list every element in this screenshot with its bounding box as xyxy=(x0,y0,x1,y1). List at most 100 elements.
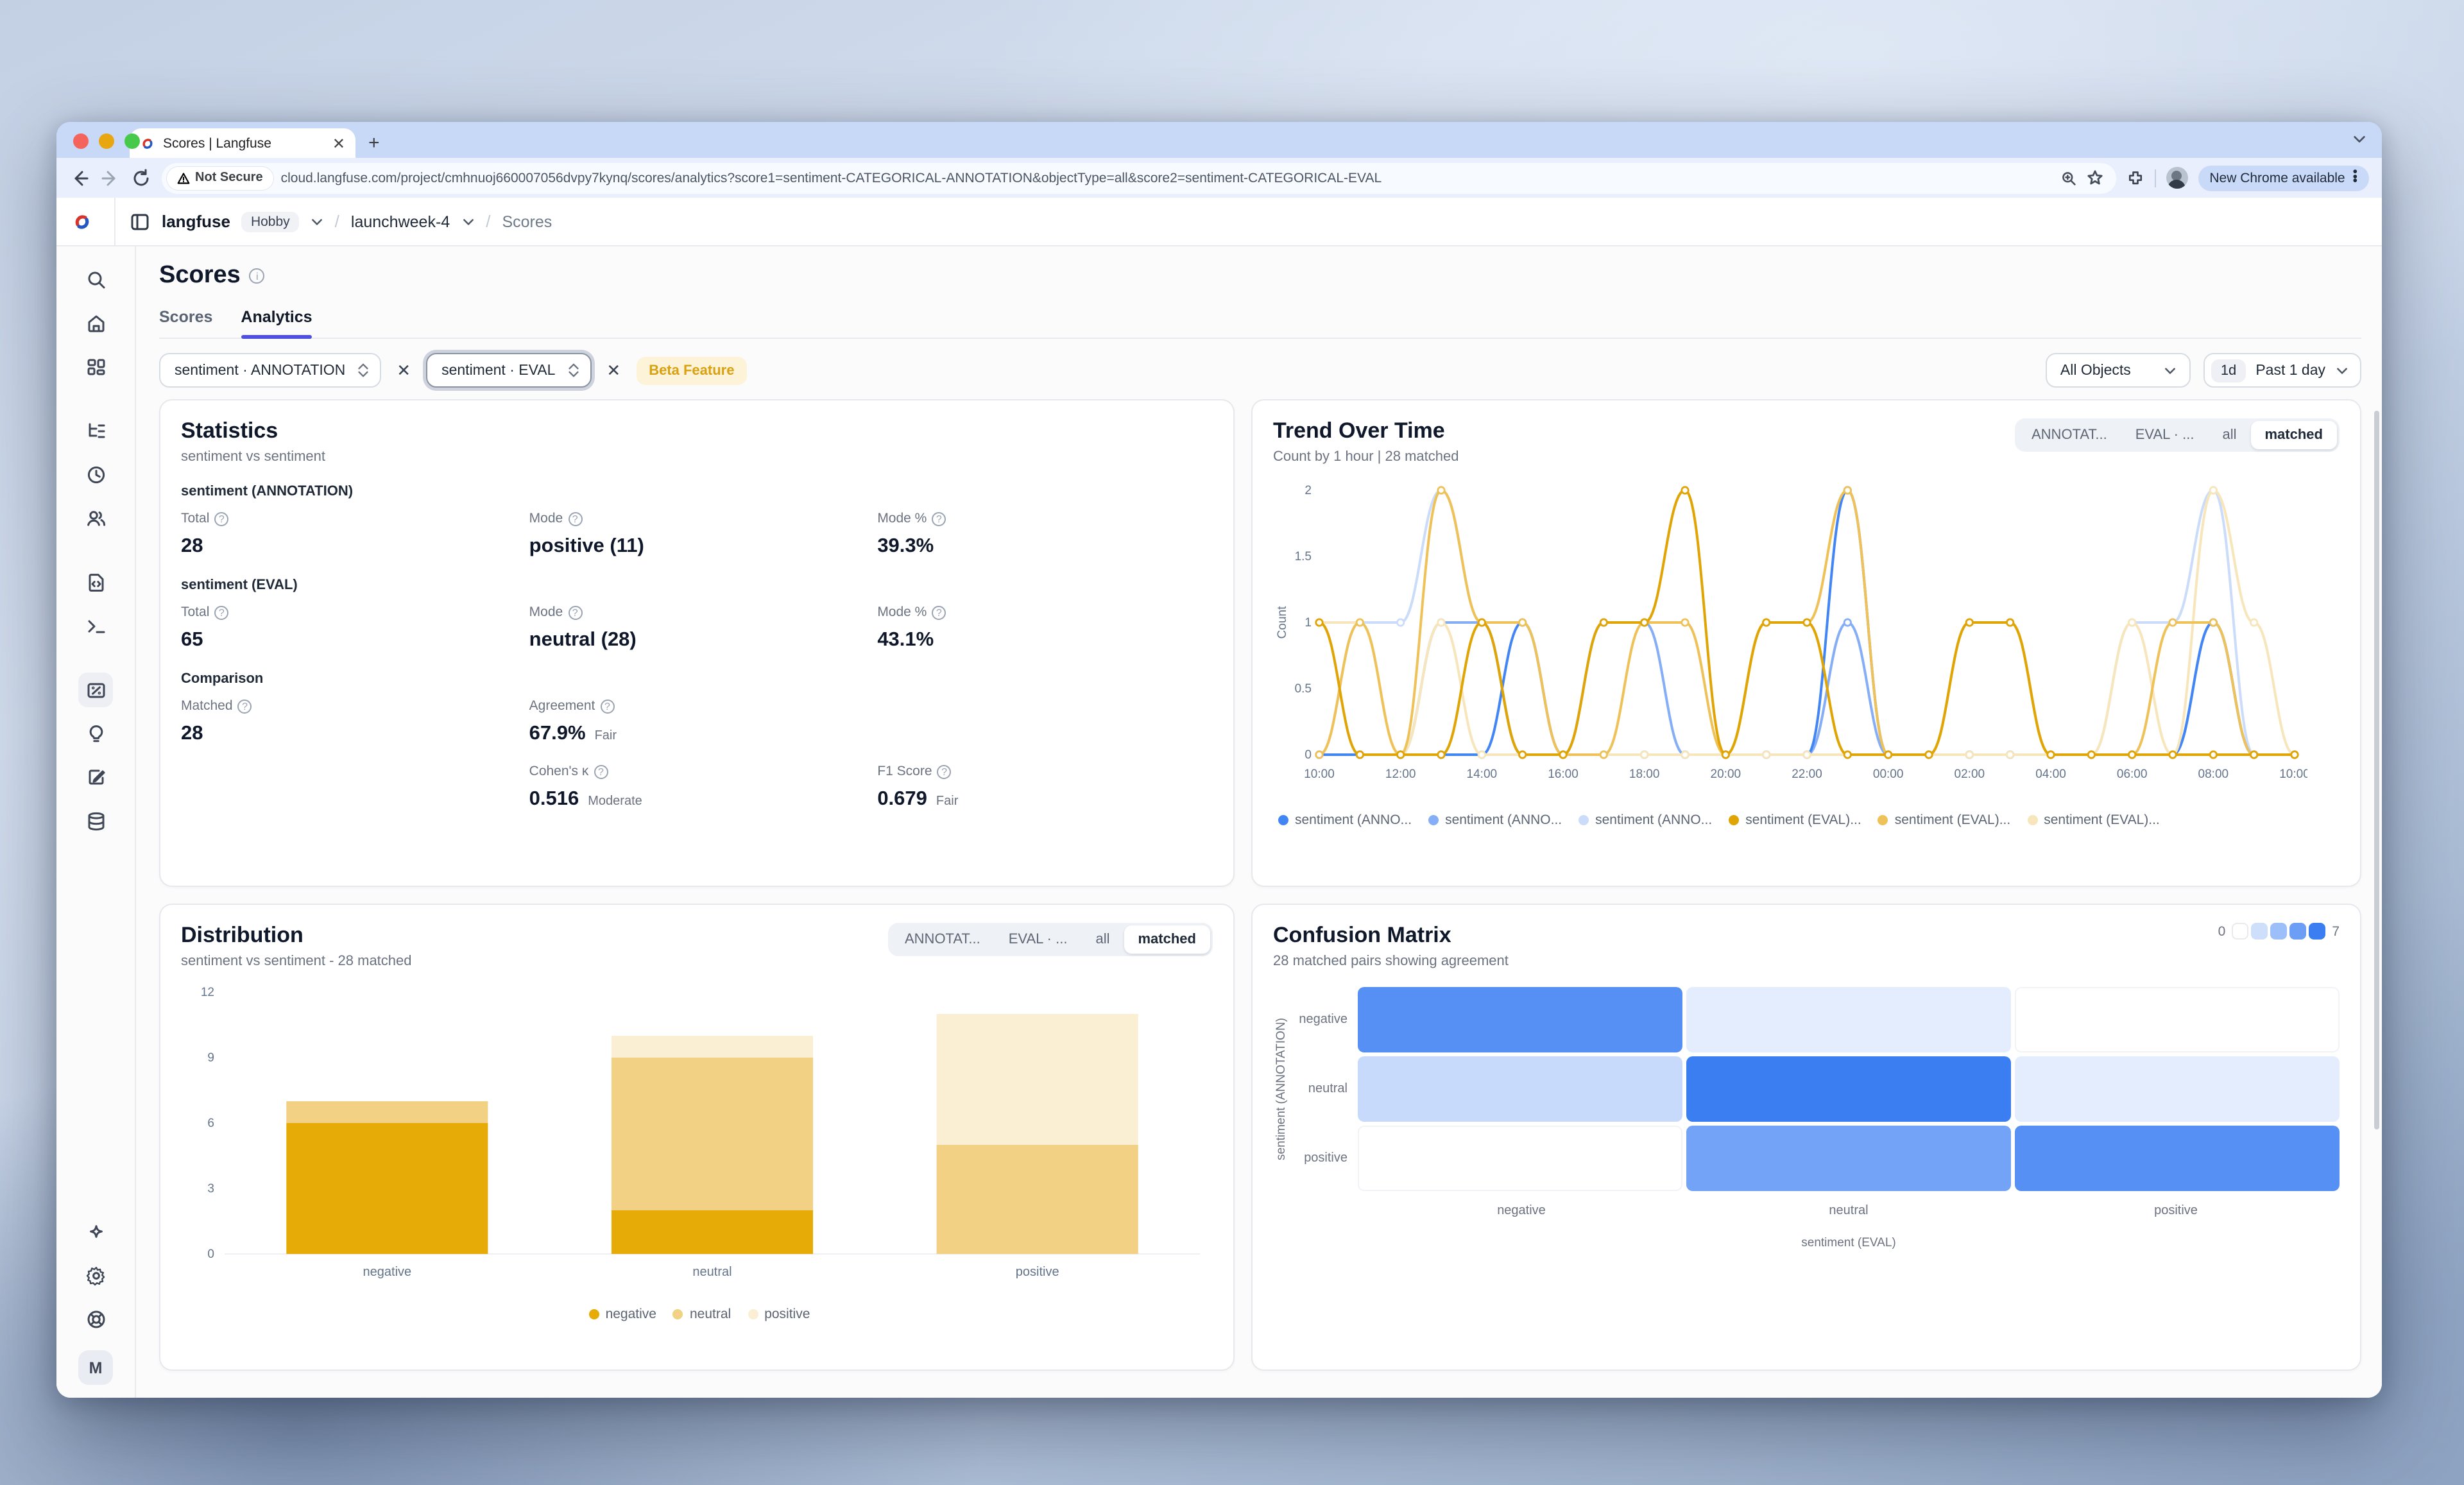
sidebar-item-evaluation[interactable] xyxy=(78,716,113,751)
legend-item[interactable]: positive xyxy=(748,1307,810,1322)
minimize-window-button[interactable] xyxy=(99,133,114,149)
sidebar-item-scores[interactable] xyxy=(78,673,113,707)
sidebar-item-datasets[interactable] xyxy=(78,803,113,838)
matrix-cell[interactable] xyxy=(1358,987,1682,1052)
org-badge[interactable]: Hobby xyxy=(241,211,299,232)
date-range-select[interactable]: 1d Past 1 day xyxy=(2203,353,2361,388)
confusion-xlabel: sentiment (EVAL) xyxy=(1801,1236,1896,1250)
window-controls[interactable] xyxy=(73,133,140,149)
total-label: Total xyxy=(181,605,210,620)
page-scrollbar[interactable] xyxy=(2374,411,2379,1129)
legend-label: sentiment (ANNO... xyxy=(1595,812,1713,828)
distribution-toggle-matched[interactable]: matched xyxy=(1124,925,1210,954)
profile-avatar[interactable] xyxy=(2166,167,2188,189)
svg-text:9: 9 xyxy=(207,1051,214,1065)
agreement-qualifier: Fair xyxy=(594,729,617,743)
close-window-button[interactable] xyxy=(73,133,89,149)
legend-dot xyxy=(2027,815,2038,825)
legend-item[interactable]: sentiment (ANNO... xyxy=(1278,812,1412,828)
scores-icon xyxy=(87,682,105,698)
legend-item[interactable]: sentiment (EVAL)... xyxy=(2027,812,2160,828)
sidebar-item-support[interactable] xyxy=(78,1301,113,1336)
help-icon[interactable]: ? xyxy=(237,699,252,713)
browser-tab[interactable]: Scores | Langfuse ✕ xyxy=(130,128,355,158)
eval-total: 65 xyxy=(181,629,203,651)
score1-remove-button[interactable]: ✕ xyxy=(397,360,411,379)
sidebar-toggle-icon[interactable] xyxy=(130,211,150,232)
site-security-chip[interactable]: Not Secure xyxy=(167,166,273,189)
matrix-cell[interactable] xyxy=(2015,1056,2340,1122)
distribution-toggle-all[interactable]: all xyxy=(1095,932,1110,947)
help-icon[interactable]: ? xyxy=(932,605,946,619)
page-info-icon[interactable]: i xyxy=(249,268,265,284)
legend-item[interactable]: negative xyxy=(588,1307,656,1322)
help-icon[interactable]: ? xyxy=(594,764,608,778)
bookmark-star-icon[interactable] xyxy=(2086,169,2103,186)
legend-item[interactable]: sentiment (EVAL)... xyxy=(1878,812,2010,828)
maximize-window-button[interactable] xyxy=(124,133,140,149)
distribution-toggle-annotation[interactable]: ANNOTAT... xyxy=(905,932,980,947)
legend-item[interactable]: sentiment (EVAL)... xyxy=(1729,812,1861,828)
trend-toggle-annotation[interactable]: ANNOTAT... xyxy=(2032,427,2107,443)
sidebar-item-ask-ai[interactable] xyxy=(78,1214,113,1249)
back-icon[interactable] xyxy=(69,167,90,188)
sidebar-item-home[interactable] xyxy=(78,305,113,340)
matrix-cell[interactable] xyxy=(1686,987,2011,1052)
legend-item[interactable]: sentiment (ANNO... xyxy=(1428,812,1562,828)
search-icon xyxy=(87,271,105,288)
forward-icon[interactable] xyxy=(100,167,121,188)
project-chevron-icon[interactable] xyxy=(461,215,474,228)
annotation-total: 28 xyxy=(181,535,203,557)
tab-close-icon[interactable]: ✕ xyxy=(332,134,345,152)
sidebar-item-sessions[interactable] xyxy=(78,457,113,492)
help-icon[interactable]: ? xyxy=(568,511,583,526)
matrix-cell[interactable] xyxy=(2015,1126,2340,1191)
new-tab-button[interactable]: + xyxy=(368,132,380,154)
mode-pct-label: Mode % xyxy=(877,511,927,526)
tab-search-chevron-icon[interactable] xyxy=(2352,132,2366,146)
address-bar[interactable]: Not Secure cloud.langfuse.com/project/cm… xyxy=(162,162,2116,193)
sidebar-item-tracing[interactable] xyxy=(78,413,113,448)
browser-menu-icon[interactable]: • • • xyxy=(2352,164,2357,189)
sidebar-item-annotation-queues[interactable] xyxy=(78,760,113,794)
trend-toggle-eval[interactable]: EVAL · ... xyxy=(2135,427,2194,443)
reload-icon[interactable] xyxy=(131,167,151,188)
help-icon[interactable]: ? xyxy=(568,605,583,619)
breadcrumb-project[interactable]: launchweek-4 xyxy=(350,212,450,230)
chrome-update-pill[interactable]: New Chrome available • • • xyxy=(2198,165,2369,191)
help-icon[interactable]: ? xyxy=(932,511,946,526)
matrix-cell[interactable] xyxy=(2015,987,2340,1052)
help-icon[interactable]: ? xyxy=(600,699,615,713)
matrix-cell[interactable] xyxy=(1686,1126,2011,1191)
sidebar-item-playground[interactable] xyxy=(78,608,113,643)
score2-remove-button[interactable]: ✕ xyxy=(606,360,621,379)
sidebar-item-settings[interactable] xyxy=(78,1258,113,1292)
zoom-icon[interactable] xyxy=(2060,170,2076,185)
svg-text:0: 0 xyxy=(207,1248,214,1261)
extensions-icon[interactable] xyxy=(2126,169,2144,187)
score2-select[interactable]: sentiment · EVAL xyxy=(426,353,592,388)
score2-value: sentiment · EVAL xyxy=(441,363,556,378)
object-filter-select[interactable]: All Objects xyxy=(2046,353,2191,388)
sidebar-item-prompts[interactable] xyxy=(78,565,113,599)
sidebar-item-search[interactable] xyxy=(78,262,113,296)
legend-item[interactable]: sentiment (ANNO... xyxy=(1579,812,1712,828)
legend-item[interactable]: neutral xyxy=(672,1307,731,1322)
tab-analytics[interactable]: Analytics xyxy=(241,308,312,339)
sidebar-item-users[interactable] xyxy=(78,501,113,535)
help-icon[interactable]: ? xyxy=(214,605,229,619)
distribution-toggle-eval[interactable]: EVAL · ... xyxy=(1008,932,1068,947)
matrix-cell[interactable] xyxy=(1686,1056,2011,1122)
score1-select[interactable]: sentiment · ANNOTATION xyxy=(159,353,382,388)
trend-toggle-matched[interactable]: matched xyxy=(2250,421,2337,449)
trend-toggle-all[interactable]: all xyxy=(2222,427,2237,443)
help-icon[interactable]: ? xyxy=(937,764,952,778)
matrix-cell[interactable] xyxy=(1358,1126,1682,1191)
tab-scores[interactable]: Scores xyxy=(159,308,213,326)
matrix-cell[interactable] xyxy=(1358,1056,1682,1122)
account-avatar[interactable]: M xyxy=(78,1350,113,1385)
org-chevron-icon[interactable] xyxy=(311,215,323,228)
help-icon[interactable]: ? xyxy=(214,511,229,526)
sidebar-item-dashboards[interactable] xyxy=(78,349,113,384)
filters-row: sentiment · ANNOTATION ✕ sentiment · EVA… xyxy=(159,339,2361,399)
